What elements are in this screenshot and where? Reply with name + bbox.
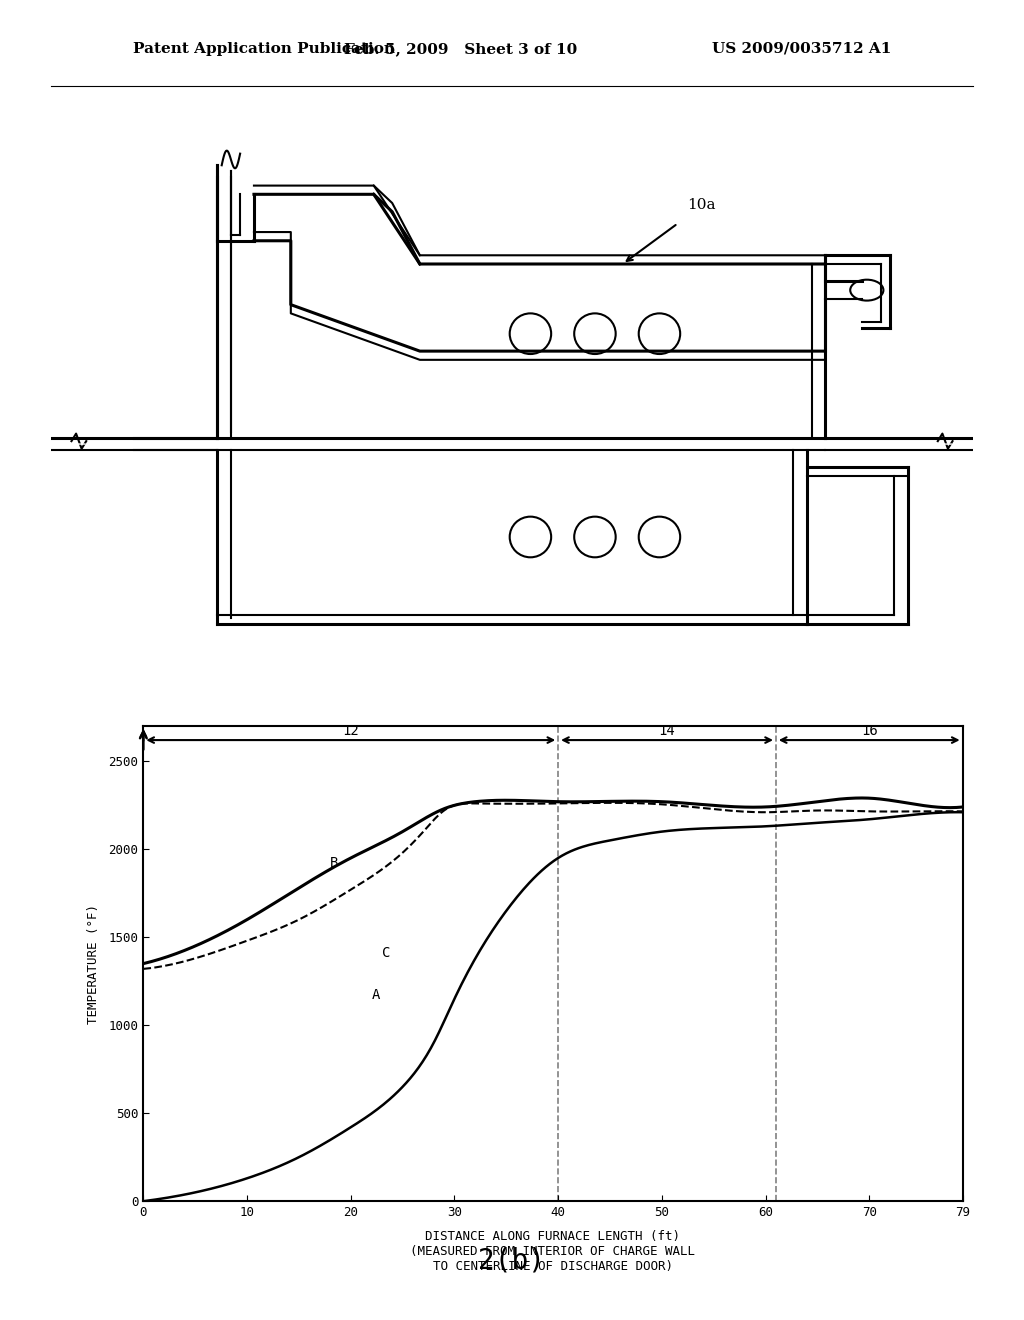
Ellipse shape (510, 313, 551, 354)
Text: A: A (372, 987, 380, 1002)
Ellipse shape (574, 313, 615, 354)
Circle shape (850, 280, 884, 301)
Text: Patent Application Publication: Patent Application Publication (133, 42, 395, 55)
Text: B: B (330, 855, 338, 870)
Text: 2(b): 2(b) (478, 1246, 546, 1275)
X-axis label: DISTANCE ALONG FURNACE LENGTH (ft)
(MEASURED FROM INTERIOR OF CHARGE WALL
TO CEN: DISTANCE ALONG FURNACE LENGTH (ft) (MEAS… (411, 1230, 695, 1274)
Text: Feb. 5, 2009   Sheet 3 of 10: Feb. 5, 2009 Sheet 3 of 10 (344, 42, 578, 55)
Ellipse shape (639, 516, 680, 557)
Text: 12: 12 (342, 723, 359, 738)
Ellipse shape (639, 313, 680, 354)
Text: C: C (382, 945, 390, 960)
Ellipse shape (574, 516, 615, 557)
Text: 10a: 10a (687, 198, 716, 211)
Text: US 2009/0035712 A1: US 2009/0035712 A1 (712, 42, 891, 55)
Text: 16: 16 (861, 723, 878, 738)
Y-axis label: TEMPERATURE (°F): TEMPERATURE (°F) (87, 904, 100, 1023)
Text: 14: 14 (658, 723, 676, 738)
Ellipse shape (510, 516, 551, 557)
